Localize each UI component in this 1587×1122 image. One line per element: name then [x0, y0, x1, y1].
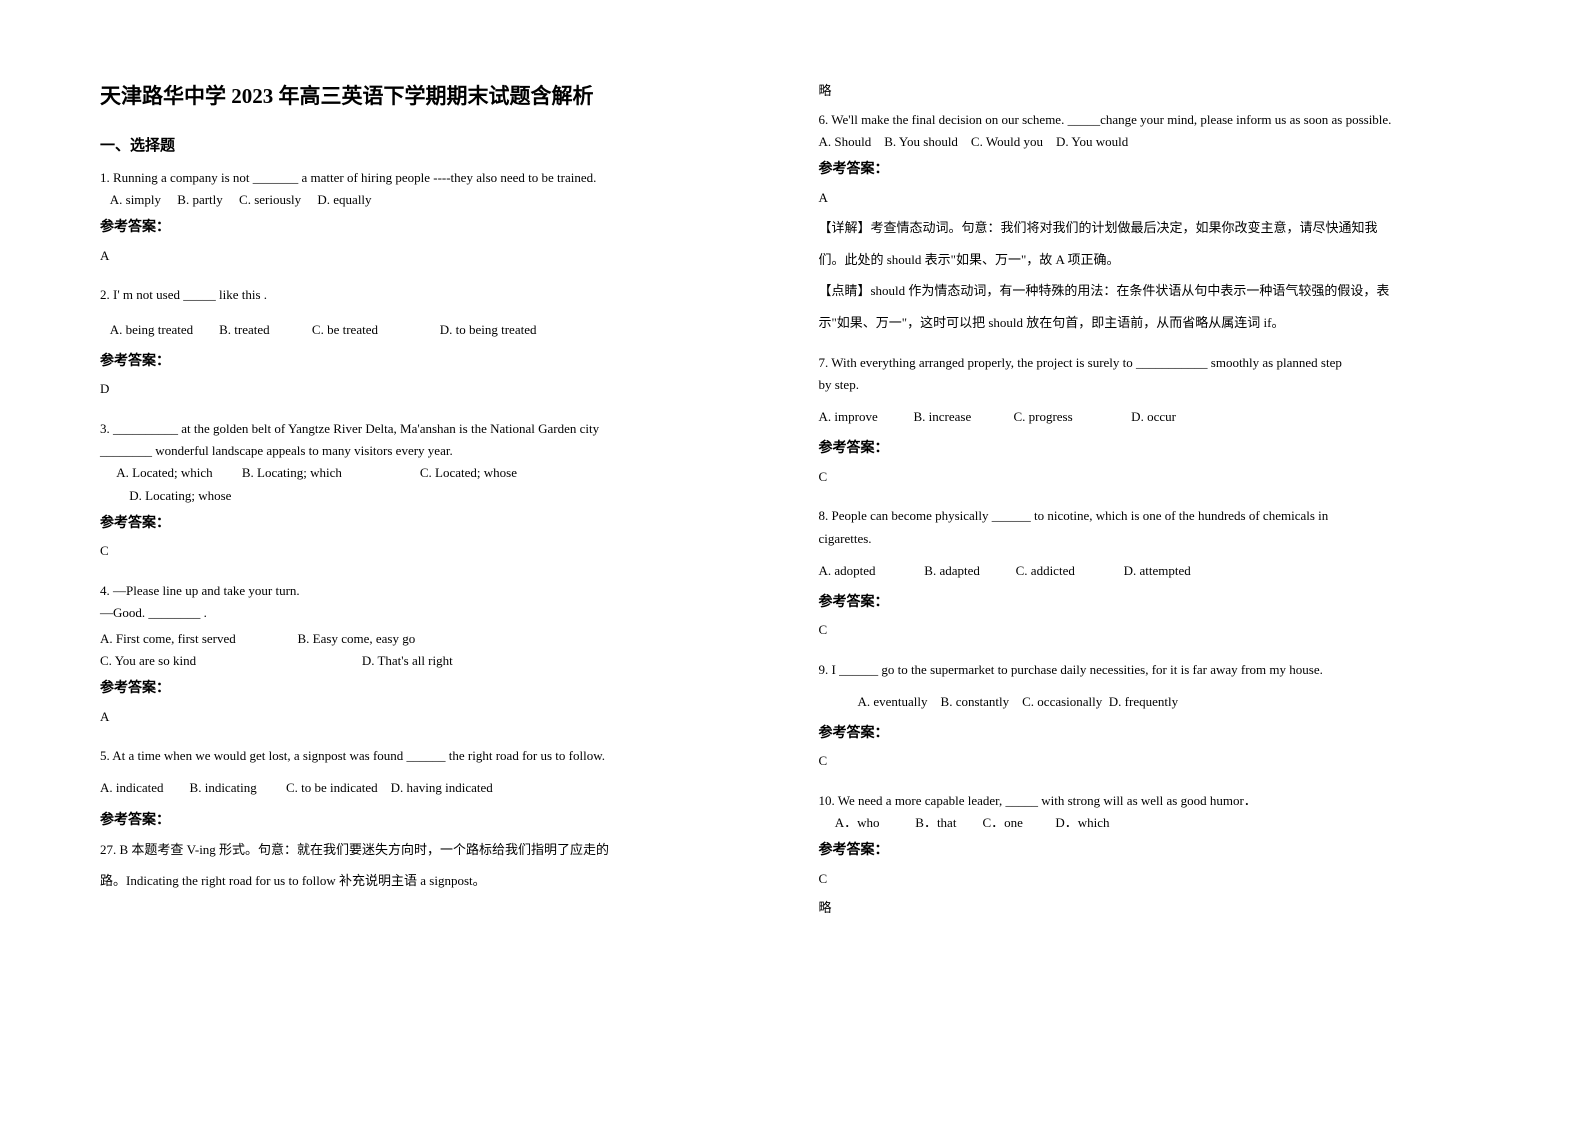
answer-label: 参考答案：: [100, 217, 769, 239]
question-8: 8. People can become physically ______ t…: [819, 505, 1488, 648]
answer-label: 参考答案：: [100, 810, 769, 832]
answer-value: A: [100, 246, 769, 267]
answer-value: C: [819, 620, 1488, 641]
question-choices: A. indicated B. indicating C. to be indi…: [100, 777, 769, 799]
answer-label: 参考答案：: [819, 723, 1488, 745]
answer-label: 参考答案：: [819, 438, 1488, 460]
question-text-line1: 8. People can become physically ______ t…: [819, 505, 1488, 527]
question-text-line2: —Good. ________ .: [100, 602, 769, 624]
document-title: 天津路华中学 2023 年高三英语下学期期末试题含解析: [100, 80, 769, 110]
question-choices: A．who B．that C．one D．which: [819, 812, 1488, 834]
question-4: 4. —Please line up and take your turn. —…: [100, 580, 769, 736]
answer-value: C: [819, 869, 1488, 890]
answer-label: 参考答案：: [819, 592, 1488, 614]
question-2: 2. I' m not used _____ like this . A. be…: [100, 284, 769, 408]
lue: 略: [819, 898, 1488, 919]
question-1: 1. Running a company is not _______ a ma…: [100, 167, 769, 274]
answer-label: 参考答案：: [100, 351, 769, 373]
answer-label: 参考答案：: [819, 840, 1488, 862]
right-column: 略 6. We'll make the final decision on ou…: [819, 80, 1488, 936]
explanation-line2: 路。Indicating the right road for us to fo…: [100, 869, 769, 892]
question-choices: A. improve B. increase C. progress D. oc…: [819, 406, 1488, 428]
question-choices: A. Should B. You should C. Would you D. …: [819, 131, 1488, 153]
question-text: 10. We need a more capable leader, _____…: [819, 790, 1488, 812]
question-choices-line1: A. First come, first served B. Easy come…: [100, 628, 769, 650]
explanation-line4: 示"如果、万一"，这时可以把 should 放在句首，即主语前，从而省略从属连词…: [819, 311, 1488, 334]
page-container: 天津路华中学 2023 年高三英语下学期期末试题含解析 一、选择题 1. Run…: [0, 0, 1587, 976]
question-10: 10. We need a more capable leader, _____…: [819, 790, 1488, 926]
answer-value: D: [100, 379, 769, 400]
answer-label: 参考答案：: [100, 513, 769, 535]
answer-value: C: [819, 467, 1488, 488]
answer-value: C: [819, 751, 1488, 772]
question-choices-line2: D. Locating; whose: [100, 485, 769, 507]
question-choices: A. adopted B. adapted C. addicted D. att…: [819, 560, 1488, 582]
question-text-line1: 4. —Please line up and take your turn.: [100, 580, 769, 602]
question-text-line1: 3. __________ at the golden belt of Yang…: [100, 418, 769, 440]
question-7: 7. With everything arranged properly, th…: [819, 352, 1488, 495]
top-lue: 略: [819, 80, 1488, 99]
question-3: 3. __________ at the golden belt of Yang…: [100, 418, 769, 570]
answer-label: 参考答案：: [819, 159, 1488, 181]
left-column: 天津路华中学 2023 年高三英语下学期期末试题含解析 一、选择题 1. Run…: [100, 80, 769, 936]
question-text-line1: 7. With everything arranged properly, th…: [819, 352, 1488, 374]
question-5: 5. At a time when we would get lost, a s…: [100, 745, 769, 900]
question-text-line2: by step.: [819, 374, 1488, 396]
question-text: 6. We'll make the final decision on our …: [819, 109, 1488, 131]
question-text: 9. I ______ go to the supermarket to pur…: [819, 659, 1488, 681]
answer-value: A: [819, 188, 1488, 209]
question-9: 9. I ______ go to the supermarket to pur…: [819, 659, 1488, 780]
explanation-line2: 们。此处的 should 表示"如果、万一"，故 A 项正确。: [819, 248, 1488, 271]
question-6: 6. We'll make the final decision on our …: [819, 109, 1488, 342]
question-choices-line2: C. You are so kind D. That's all right: [100, 650, 769, 672]
section-heading: 一、选择题: [100, 134, 769, 155]
explanation-line1: 【详解】考查情态动词。句意：我们将对我们的计划做最后决定，如果你改变主意，请尽快…: [819, 216, 1488, 239]
question-choices: A. being treated B. treated C. be treate…: [100, 316, 769, 345]
question-choices: A. eventually B. constantly C. occasiona…: [819, 691, 1488, 713]
answer-value: A: [100, 707, 769, 728]
answer-value: C: [100, 541, 769, 562]
question-text: 5. At a time when we would get lost, a s…: [100, 745, 769, 767]
question-text-line2: ________ wonderful landscape appeals to …: [100, 440, 769, 462]
question-choices: A. simply B. partly C. seriously D. equa…: [100, 189, 769, 211]
explanation-line3: 【点睛】should 作为情态动词，有一种特殊的用法：在条件状语从句中表示一种语…: [819, 279, 1488, 302]
answer-label: 参考答案：: [100, 678, 769, 700]
question-text: 2. I' m not used _____ like this .: [100, 284, 769, 306]
explanation-line1: 27. B 本题考查 V-ing 形式。句意：就在我们要迷失方向时，一个路标给我…: [100, 838, 769, 861]
question-choices-line1: A. Located; which B. Locating; which C. …: [100, 462, 769, 484]
question-text: 1. Running a company is not _______ a ma…: [100, 167, 769, 189]
question-text-line2: cigarettes.: [819, 528, 1488, 550]
